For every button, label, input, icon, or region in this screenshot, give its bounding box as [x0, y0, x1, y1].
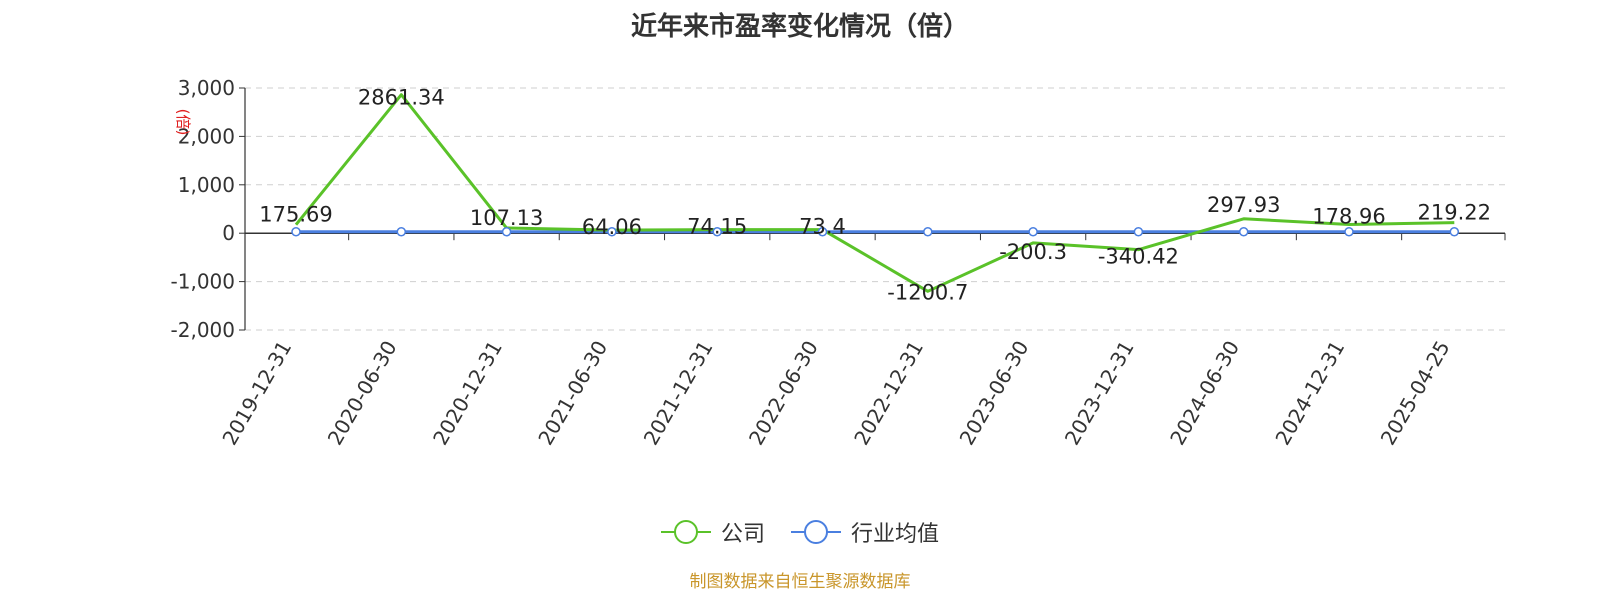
legend-industry-label: 行业均值 — [851, 522, 940, 547]
x-tick-label: 2021-12-31 — [639, 337, 718, 450]
x-tick-label: 2023-06-30 — [955, 337, 1034, 450]
industry-point — [291, 226, 301, 237]
industry-point — [923, 226, 933, 237]
y-tick-label: -1,000 — [171, 270, 235, 294]
data-label-company: 64.06 — [582, 215, 642, 239]
data-label-company: 178.96 — [1312, 205, 1385, 229]
data-label-company: -340.42 — [1098, 245, 1179, 269]
legend-industry-line-icon — [791, 520, 841, 544]
data-label-company: 297.93 — [1207, 193, 1280, 217]
x-tick-label: 2022-12-31 — [849, 337, 928, 450]
data-label-company: 74.15 — [687, 215, 747, 239]
series-line-company — [294, 93, 1455, 293]
legend-company-label: 公司 — [720, 522, 765, 547]
series — [291, 93, 1460, 293]
data-label-company: 2861.34 — [358, 86, 445, 110]
industry-point — [1133, 226, 1144, 237]
x-tick-label: 2024-12-31 — [1270, 337, 1349, 450]
chart-title: 近年来市盈率变化情况（倍） — [630, 12, 969, 42]
data-label-company: -1200.7 — [887, 280, 968, 304]
x-tick-label: 2020-12-31 — [428, 336, 507, 449]
legend-item-company[interactable]: 公司 — [660, 516, 765, 548]
grid-lines — [245, 87, 1505, 331]
industry-point — [1344, 226, 1354, 237]
industry-point — [607, 226, 617, 237]
legend-item-industry[interactable]: 行业均值 — [791, 516, 939, 548]
data-label-company: 219.22 — [1418, 201, 1491, 225]
y-axis-unit-label: (倍) — [174, 109, 192, 136]
legend: 公司 行业均值 — [0, 516, 1600, 548]
y-tick-label: 3,000 — [178, 76, 235, 100]
industry-point — [501, 226, 512, 237]
data-labels: 175.69 2861.34 107.13 64.06 74.15 73.4 -1200.7… — [259, 86, 1491, 305]
x-tick-label: 2023-12-31 — [1060, 337, 1139, 450]
legend-company-line-icon — [660, 520, 711, 544]
data-label-company: -200.3 — [999, 240, 1067, 264]
y-tick-label: 0 — [222, 221, 235, 245]
y-tick-label: 2,000 — [178, 124, 235, 148]
source-note: 制图数据来自恒生聚源数据库 — [689, 572, 911, 592]
data-label-company: 175.69 — [259, 203, 332, 227]
x-tick-label: 2021-06-30 — [533, 337, 612, 450]
data-label-company: 107.13 — [470, 206, 543, 230]
y-tick-label: 1,000 — [178, 173, 235, 197]
industry-point — [817, 226, 828, 237]
industry-point — [1238, 226, 1249, 237]
industry-point — [1449, 226, 1460, 237]
x-tick-label: 2020-06-30 — [323, 337, 402, 450]
industry-point — [396, 226, 407, 237]
industry-point — [1028, 226, 1038, 237]
x-tick-label: 2024-06-30 — [1165, 337, 1244, 450]
y-tick-label: -2,000 — [171, 318, 235, 342]
x-tick-label: 2022-06-30 — [744, 337, 823, 450]
data-label-company: 73.4 — [799, 215, 846, 239]
x-tick-label: 2019-12-31 — [217, 337, 296, 450]
x-tick-label: 2025-04-25 — [1376, 337, 1455, 450]
industry-point — [712, 226, 722, 237]
